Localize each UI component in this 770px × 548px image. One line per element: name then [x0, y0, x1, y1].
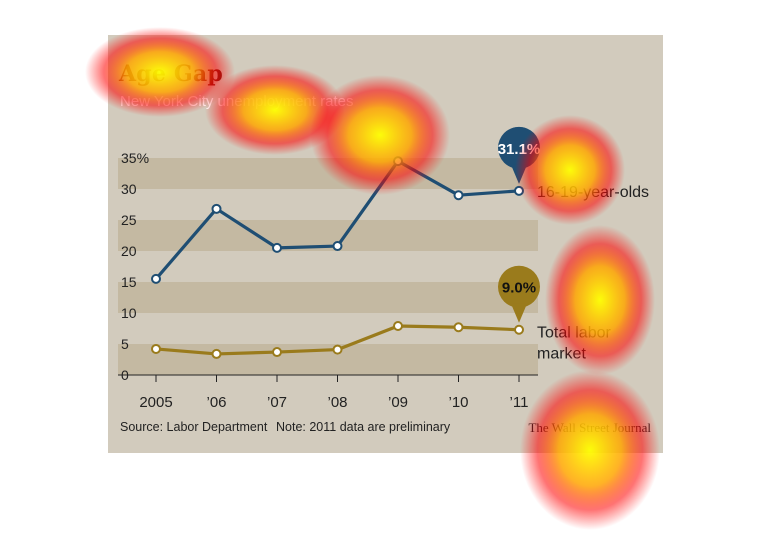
y-tick-label: 15	[121, 274, 137, 290]
data-point	[151, 273, 161, 284]
data-point	[514, 185, 524, 196]
data-point	[393, 321, 403, 332]
callout-1: 9.0%	[498, 265, 540, 323]
data-point	[151, 343, 161, 354]
data-point	[514, 324, 524, 335]
credit-line: The Wall Street Journal	[528, 420, 651, 435]
grid-band	[118, 282, 538, 313]
y-tick-label: 35%	[121, 150, 149, 166]
data-point	[393, 156, 403, 167]
callout-pointer	[511, 303, 527, 323]
chart-title: Age Gap	[119, 61, 223, 87]
y-tick-label: 25	[121, 212, 137, 228]
data-point	[332, 241, 343, 252]
x-tick-label: ’10	[448, 394, 468, 411]
data-point	[453, 322, 464, 333]
data-point	[453, 190, 464, 201]
x-tick-label: ’06	[206, 394, 226, 411]
x-tick-label: ’07	[267, 394, 287, 411]
data-point	[211, 348, 222, 359]
series-label: Total labor	[537, 325, 611, 342]
series-label: market	[537, 346, 586, 363]
y-tick-label: 30	[121, 181, 137, 197]
data-point	[332, 344, 343, 355]
chart-panel: 35% 30 25 20 15 10 5 0 2005’06’07’08’09’10’11 31.…	[108, 35, 663, 453]
source-note: Source: Labor Department	[120, 420, 268, 434]
callout-bubble	[498, 265, 540, 308]
x-tick-label: 2005	[139, 394, 172, 411]
x-tick-label: ’11	[510, 394, 529, 411]
x-tick-label: ’09	[388, 394, 408, 411]
series-label: 16-19-year-olds	[537, 184, 649, 201]
callout-label: 9.0%	[502, 280, 536, 297]
chart-subtitle: New York City unemployment rates	[120, 93, 354, 110]
x-tick-label: ’08	[327, 394, 347, 411]
grid-band	[118, 158, 538, 189]
y-tick-label: 5	[121, 336, 129, 352]
data-point	[272, 347, 282, 358]
data-point	[211, 203, 222, 214]
y-tick-label: 10	[121, 305, 137, 321]
data-note: Note: 2011 data are preliminary	[276, 420, 451, 434]
callout-label: 31.1%	[498, 141, 541, 158]
data-point	[272, 242, 282, 253]
y-tick-label: 20	[121, 243, 137, 259]
